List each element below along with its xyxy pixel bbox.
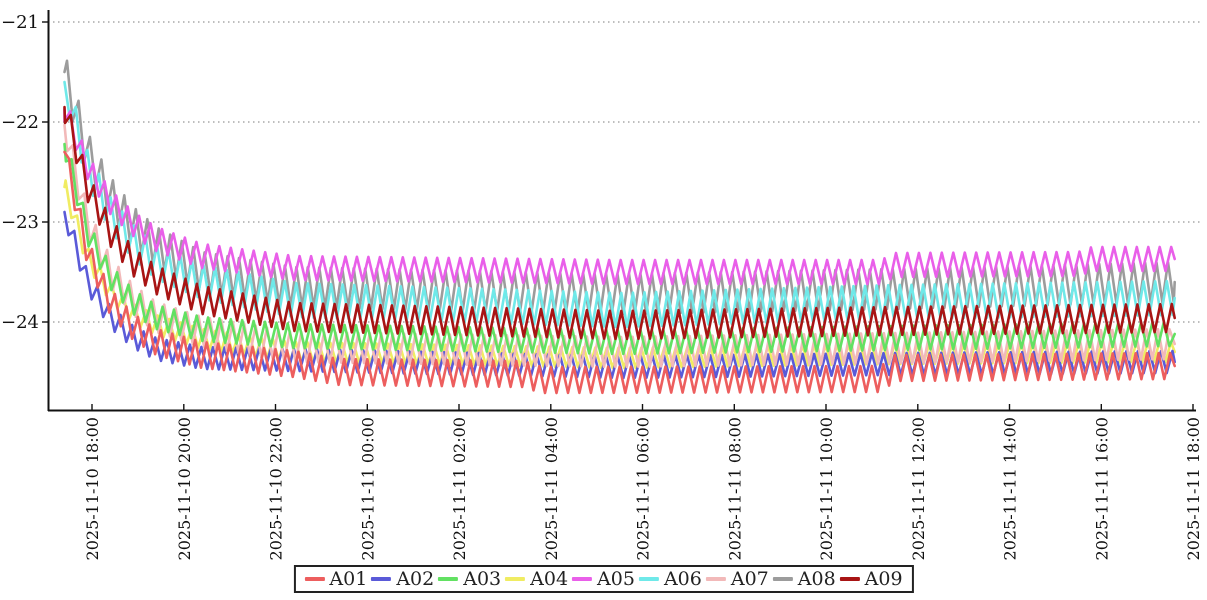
x-tick-label: 2025-11-11 02:00 xyxy=(450,417,469,560)
legend-item-A08: A08 xyxy=(772,568,836,590)
x-tick-label: 2025-11-11 14:00 xyxy=(1001,417,1020,560)
legend-swatch-A01 xyxy=(304,577,325,581)
legend-label: A06 xyxy=(663,568,702,590)
series-A07 xyxy=(63,123,1176,369)
legend-label: A07 xyxy=(730,568,769,590)
legend-item-A02: A02 xyxy=(371,568,434,590)
y-tick-label: −22 xyxy=(1,112,39,133)
legend-swatch-A09 xyxy=(839,577,860,581)
x-tick-label: 2025-11-10 18:00 xyxy=(83,417,102,560)
series-A06 xyxy=(63,80,1176,329)
x-tick-label: 2025-11-11 00:00 xyxy=(358,417,377,560)
legend-swatch-A08 xyxy=(772,577,793,581)
x-tick-label: 2025-11-11 12:00 xyxy=(909,417,928,560)
x-tick-label: 2025-11-10 22:00 xyxy=(267,417,286,560)
series-A08 xyxy=(63,59,1176,316)
series-A01 xyxy=(63,150,1176,395)
legend-label: A05 xyxy=(597,568,635,590)
y-tick-label: −24 xyxy=(1,312,39,333)
legend-item-A03: A03 xyxy=(438,568,501,590)
legend-swatch-A07 xyxy=(705,577,726,581)
legend-label: A03 xyxy=(463,568,502,590)
x-tick-label: 2025-11-11 06:00 xyxy=(634,417,653,560)
legend-item-A07: A07 xyxy=(705,568,769,590)
legend-item-A09: A09 xyxy=(839,568,903,590)
x-tick-label: 2025-11-11 04:00 xyxy=(542,417,561,560)
legend: A01 A02 A03 A04 A05 A06 A07 A08 A09 xyxy=(293,565,914,593)
series-A05 xyxy=(63,107,1176,286)
x-tick-label: 2025-11-10 20:00 xyxy=(175,417,194,560)
legend-item-A01: A01 xyxy=(304,568,367,590)
legend-label: A04 xyxy=(530,568,569,590)
legend-swatch-A05 xyxy=(572,577,593,581)
legend-swatch-A06 xyxy=(638,577,659,581)
legend-label: A01 xyxy=(329,568,368,590)
legend-swatch-A02 xyxy=(371,577,392,581)
legend-item-A06: A06 xyxy=(638,568,702,590)
legend-swatch-A03 xyxy=(438,577,459,581)
legend-item-A05: A05 xyxy=(572,568,635,590)
legend-label: A02 xyxy=(396,568,435,590)
legend-item-A04: A04 xyxy=(505,568,568,590)
series-A09 xyxy=(63,105,1176,341)
y-tick-label: −23 xyxy=(1,212,39,233)
x-tick-label: 2025-11-11 08:00 xyxy=(725,417,744,560)
x-tick-label: 2025-11-11 18:00 xyxy=(1184,417,1203,560)
legend-label: A09 xyxy=(864,568,903,590)
legend-label: A08 xyxy=(797,568,836,590)
x-tick-label: 2025-11-11 16:00 xyxy=(1092,417,1111,560)
y-tick-label: −21 xyxy=(1,12,39,33)
x-tick-label: 2025-11-11 10:00 xyxy=(817,417,836,560)
legend-swatch-A04 xyxy=(505,577,526,581)
